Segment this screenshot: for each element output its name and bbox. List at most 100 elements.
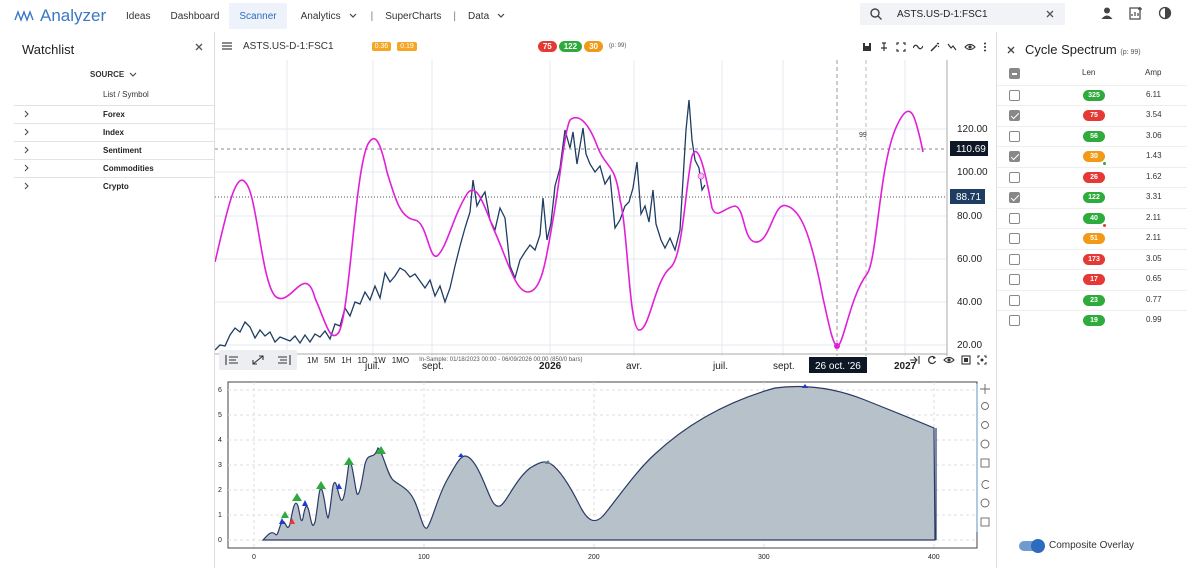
goto-end-icon[interactable] [909, 355, 921, 365]
cycle-checkbox[interactable] [1009, 110, 1020, 121]
cycle-row[interactable]: 56 3.06 [997, 126, 1187, 146]
cycle-len-pill: 325 [1083, 90, 1105, 101]
cycle-pill: 30 [584, 40, 603, 52]
x-tick-label: 200 [588, 554, 600, 561]
lasso-icon[interactable] [981, 421, 989, 429]
cycle-checkbox[interactable] [1009, 192, 1020, 203]
magic-icon[interactable] [930, 42, 940, 52]
watchlist-group-crypto[interactable]: Crypto [14, 177, 214, 195]
cycle-checkbox[interactable] [1009, 131, 1020, 142]
save-plot-icon[interactable] [980, 517, 990, 527]
price-axis-labels: 120.00 100.00 80.00 60.00 40.00 20.00 [957, 124, 988, 351]
pan-icon[interactable] [980, 384, 990, 394]
close-icon[interactable] [194, 42, 204, 52]
cycle-checkbox[interactable] [1009, 151, 1020, 162]
nav-dashboard[interactable]: Dashboard [170, 10, 220, 22]
close-icon[interactable] [1045, 9, 1055, 19]
cycle-row[interactable]: 26 1.62 [997, 167, 1187, 187]
app-logo[interactable]: Analyzer [14, 6, 114, 26]
timeframe-1h[interactable]: 1H [341, 355, 352, 365]
crosshair-icon[interactable] [980, 498, 990, 508]
select-all-checkbox[interactable] [1009, 68, 1020, 79]
col-len: Len [1082, 68, 1096, 77]
fullscreen-icon[interactable] [896, 42, 906, 52]
main-chart[interactable]: ASTS.US-D-1:FSC1 0.36 0.19 75 122 30 (p:… [215, 32, 995, 373]
nav-supercharts[interactable]: SuperCharts [385, 10, 442, 22]
timeframe-1d[interactable]: 1D [357, 355, 368, 365]
zoom-icon[interactable] [981, 402, 989, 410]
cycle-row[interactable]: 17 0.65 [997, 269, 1187, 289]
eye-icon[interactable] [964, 42, 976, 52]
cycle-len-pill: 30 [1083, 151, 1105, 162]
source-dropdown[interactable]: SOURCE [90, 70, 138, 79]
search-input[interactable]: ASTS.US-D-1:FSC1 [897, 8, 988, 20]
cycle-row[interactable]: 19 0.99 [997, 310, 1187, 330]
timeframe-1w[interactable]: 1W [373, 355, 386, 365]
watchlist-title: Watchlist [22, 42, 75, 57]
nav-ideas[interactable]: Ideas [126, 10, 151, 22]
more-icon[interactable] [983, 42, 987, 52]
trend-icon[interactable] [947, 42, 957, 52]
time-tick-label: sept. [773, 361, 795, 372]
timeframe-5m[interactable]: 5M [324, 355, 336, 365]
pin-icon[interactable] [879, 42, 889, 52]
watchlist-group-commodities[interactable]: Commodities [14, 159, 214, 177]
cycle-row[interactable]: 75 3.54 [997, 105, 1187, 125]
user-icon[interactable] [1100, 6, 1114, 20]
theme-toggle-icon[interactable] [1158, 6, 1172, 20]
cycle-pills: 75 122 30 (p: 99) [537, 40, 626, 52]
cycle-row[interactable]: 122 3.31 [997, 187, 1187, 207]
save-icon[interactable] [862, 42, 872, 52]
expand-icon[interactable] [245, 350, 271, 370]
cycle-checkbox[interactable] [1009, 295, 1020, 306]
cycle-row[interactable]: 173 3.05 [997, 249, 1187, 269]
timeframe-1mo[interactable]: 1MO [391, 355, 410, 365]
watchlist-group-sentiment[interactable]: Sentiment [14, 141, 214, 159]
align-left-icon[interactable] [219, 350, 245, 370]
reset-icon[interactable] [981, 480, 990, 489]
spectrum-chart[interactable]: 0 1 2 3 4 5 6 0 100 200 300 400 [215, 376, 995, 568]
search-box[interactable]: ASTS.US-D-1:FSC1 [860, 3, 1065, 25]
cycle-row[interactable]: 51 2.11 [997, 228, 1187, 248]
menu-icon[interactable] [222, 41, 232, 51]
add-chart-icon[interactable] [1129, 6, 1143, 20]
align-right-icon[interactable] [271, 350, 297, 370]
close-icon[interactable] [1006, 45, 1016, 55]
cycle-row[interactable]: 325 6.11 [997, 85, 1187, 105]
cycle-spectrum-title: Cycle Spectrum (p: 99) [1025, 42, 1141, 57]
wave-icon[interactable] [913, 42, 923, 52]
timeframe-1m[interactable]: 1M [307, 355, 319, 365]
cycle-checkbox[interactable] [1009, 213, 1020, 224]
focus-icon[interactable] [977, 355, 987, 365]
cycle-checkbox[interactable] [1009, 172, 1020, 183]
y-tick-label: 2 [218, 487, 222, 494]
cycle-row[interactable]: 30 1.43 [997, 146, 1187, 166]
cycle-checkbox[interactable] [1009, 274, 1020, 285]
y-tick-label: 3 [218, 462, 222, 469]
composite-overlay-toggle[interactable] [1019, 539, 1045, 553]
nav-scanner[interactable]: Scanner [229, 3, 287, 29]
eye-icon[interactable] [943, 355, 955, 365]
cycle-len-pill: 122 [1083, 192, 1105, 203]
cycle-row[interactable]: 40 2.11 [997, 208, 1187, 228]
cycle-amp: 3.31 [1146, 192, 1162, 201]
box-zoom-icon[interactable] [980, 458, 990, 468]
price-chart[interactable]: 99 120.00 100.00 80.00 60.00 40.00 20.00… [215, 60, 995, 374]
y-tick-label: 5 [218, 412, 222, 419]
wheel-zoom-icon[interactable] [980, 439, 990, 449]
nav-analytics-label: Analytics [300, 10, 341, 22]
window-icon[interactable] [961, 355, 971, 365]
cycle-amp: 3.54 [1146, 110, 1162, 119]
nav-analytics[interactable]: Analytics [291, 3, 369, 29]
watchlist-group-forex[interactable]: Forex [14, 105, 214, 123]
watchlist-group-index[interactable]: Index [14, 123, 214, 141]
refresh-icon[interactable] [927, 355, 937, 365]
search-icon[interactable] [869, 7, 883, 21]
nav-data[interactable]: Data [458, 3, 517, 29]
cycle-row[interactable]: 23 0.77 [997, 290, 1187, 310]
cycle-checkbox[interactable] [1009, 233, 1020, 244]
cycle-checkbox[interactable] [1009, 90, 1020, 101]
cycle-checkbox[interactable] [1009, 254, 1020, 265]
cycle-checkbox[interactable] [1009, 315, 1020, 326]
crosshair-time-badge [809, 357, 867, 373]
